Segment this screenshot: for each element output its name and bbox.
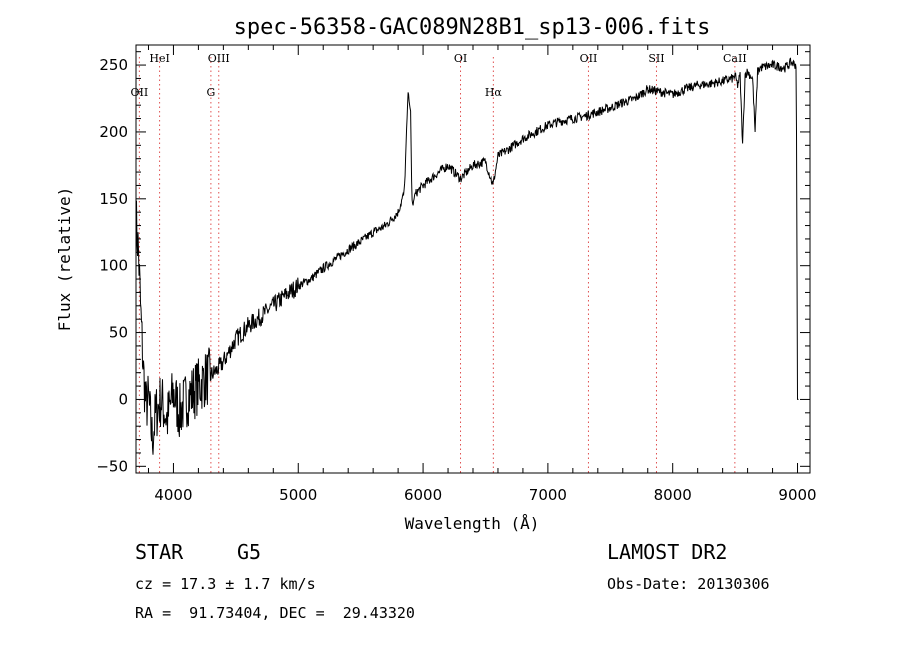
spectrum-line — [135, 57, 799, 455]
axes: 4000 5000 6000 7000 8000 9000 −50 0 50 100 150 200 2… — [96, 45, 817, 504]
coordinates: RA = 91.73404, DEC = 29.43320 — [135, 604, 415, 622]
marker-label: OIII — [208, 52, 230, 65]
y-tick-label: 150 — [99, 190, 128, 208]
x-tick-label: 5000 — [279, 486, 317, 504]
x-axis-label: Wavelength (Å) — [405, 514, 540, 533]
y-tick-label: 100 — [99, 257, 128, 275]
marker-label: OI — [454, 52, 467, 65]
y-tick-label: 250 — [99, 56, 128, 74]
marker-label: SII — [648, 52, 664, 65]
plot-frame — [135, 44, 811, 474]
object-class: STAR — [135, 540, 184, 564]
y-tick-label: 200 — [99, 123, 128, 141]
y-tick-label: 0 — [118, 390, 128, 408]
object-subclass: G5 — [237, 540, 262, 564]
observation-date: Obs-Date: 20130306 — [607, 575, 770, 593]
x-tick-label: 8000 — [654, 486, 692, 504]
x-tick-label: 7000 — [529, 486, 567, 504]
marker-label: OII — [131, 86, 149, 99]
survey-name: LAMOST DR2 — [607, 540, 728, 564]
marker-label: HeI — [149, 52, 169, 65]
marker-label: CaII — [723, 52, 747, 65]
y-tick-label: 50 — [109, 324, 128, 342]
marker-label: G — [206, 86, 215, 99]
y-tick-label: −50 — [96, 457, 128, 475]
marker-label: Hα — [485, 86, 503, 99]
marker-label: OII — [580, 52, 598, 65]
x-tick-label: 4000 — [154, 486, 192, 504]
emission-line-markers: OII HeI G OIII OI Hα OII SII CaII — [131, 52, 747, 473]
redshift-cz: cz = 17.3 ± 1.7 km/s — [135, 575, 316, 593]
x-tick-label: 6000 — [404, 486, 442, 504]
y-axis-label: Flux (relative) — [55, 187, 74, 332]
chart-title: spec-56358-GAC089N28B1_sp13-006.fits — [234, 15, 711, 40]
x-tick-label: 9000 — [778, 486, 816, 504]
